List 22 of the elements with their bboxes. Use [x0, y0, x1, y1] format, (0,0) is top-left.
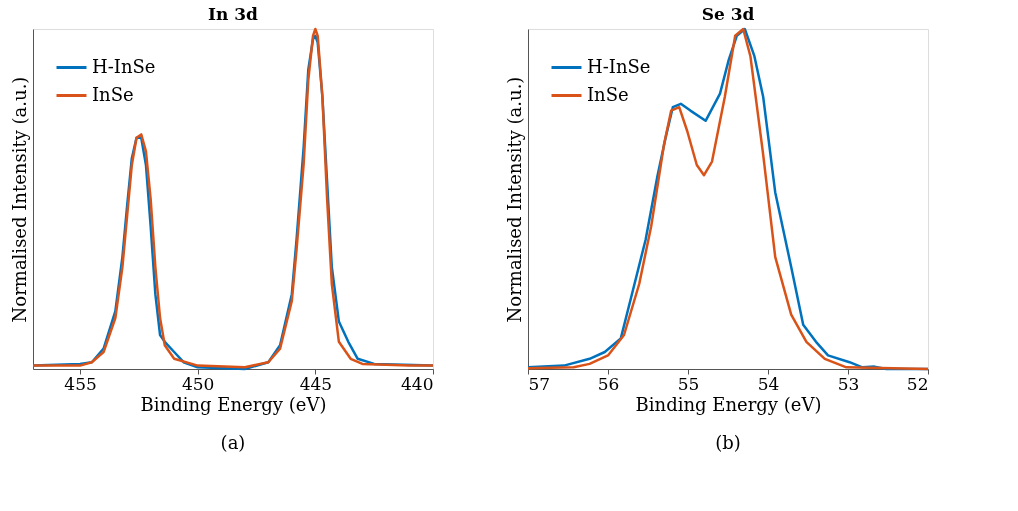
x-axis-title: Binding Energy (eV): [140, 393, 327, 415]
x-tick-label: 440: [401, 373, 434, 394]
y-axis-title: Normalised Intensity (a.u.): [503, 76, 525, 323]
x-axis-title: Binding Energy (eV): [635, 393, 822, 415]
text: (a): [220, 432, 246, 453]
x-tick-label: 56: [597, 373, 620, 394]
x-tick-label: 54: [757, 373, 780, 394]
legend-label: H-InSe: [587, 55, 651, 77]
chart-title: In 3d: [208, 3, 259, 24]
x-tick-label: 57: [528, 373, 551, 394]
chart-title: Se 3d: [701, 3, 755, 24]
x-tick-label: 455: [64, 373, 97, 394]
x-tick-label: 52: [906, 373, 929, 394]
x-tick-label: 450: [181, 373, 215, 394]
text: (b): [715, 432, 741, 453]
x-tick-label: 445: [299, 373, 333, 394]
y-axis-title: Normalised Intensity (a.u.): [8, 76, 30, 323]
x-tick-label: 53: [837, 373, 860, 394]
legend-label: InSe: [92, 83, 134, 105]
legend-label: H-InSe: [92, 55, 156, 77]
x-tick-label: 55: [677, 373, 700, 394]
legend-label: InSe: [587, 83, 629, 105]
